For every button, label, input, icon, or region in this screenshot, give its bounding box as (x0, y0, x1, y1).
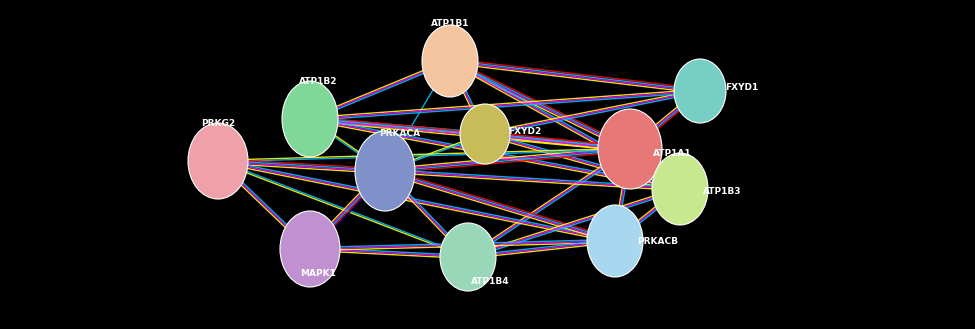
Ellipse shape (282, 81, 338, 157)
Text: ATP1B1: ATP1B1 (431, 19, 469, 29)
Ellipse shape (355, 131, 415, 211)
Text: ATP1B2: ATP1B2 (298, 77, 337, 86)
Ellipse shape (598, 109, 662, 189)
Text: FXYD2: FXYD2 (508, 126, 542, 136)
Text: ATP1B4: ATP1B4 (471, 276, 509, 286)
Ellipse shape (422, 25, 478, 97)
Ellipse shape (280, 211, 340, 287)
Text: ATP1B3: ATP1B3 (703, 187, 741, 195)
Text: MAPK1: MAPK1 (300, 268, 336, 277)
Text: ATP1A1: ATP1A1 (652, 149, 691, 159)
Ellipse shape (460, 104, 510, 164)
Ellipse shape (440, 223, 496, 291)
Text: PRKG2: PRKG2 (201, 119, 235, 129)
Ellipse shape (652, 153, 708, 225)
Ellipse shape (587, 205, 643, 277)
Text: FXYD1: FXYD1 (725, 83, 759, 91)
Ellipse shape (188, 123, 248, 199)
Text: PRKACB: PRKACB (638, 237, 679, 245)
Ellipse shape (674, 59, 726, 123)
Text: PRKACA: PRKACA (379, 130, 420, 139)
